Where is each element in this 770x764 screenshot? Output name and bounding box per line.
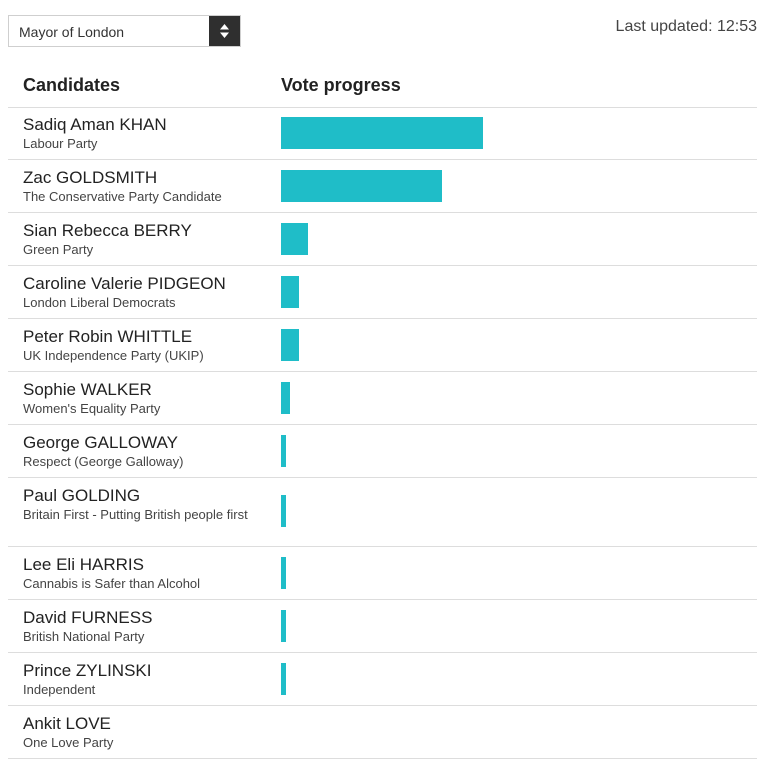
candidate-list: Sadiq Aman KHAN Labour Party Zac GOLDSMIT…	[8, 107, 757, 759]
table-row: Paul GOLDING Britain First - Putting Brit…	[8, 478, 757, 547]
table-row: Lee Eli HARRIS Cannabis is Safer than Alc…	[8, 547, 757, 600]
vote-progress-bar	[281, 435, 286, 467]
candidate-name: Zac GOLDSMITH	[23, 168, 158, 187]
vote-progress-bar	[281, 663, 286, 695]
candidate-party: Respect (George Galloway)	[23, 454, 184, 469]
table-row: Sian Rebecca BERRY Green Party	[8, 213, 757, 266]
table-row: Prince ZYLINSKI Independent	[8, 653, 757, 706]
vote-progress-bar	[281, 610, 286, 642]
candidate-party: British National Party	[23, 629, 145, 644]
candidate-name: Caroline Valerie PIDGEON	[23, 274, 226, 293]
table-header: Candidates Vote progress	[8, 73, 757, 108]
table-row: Sadiq Aman KHAN Labour Party	[8, 107, 757, 160]
vote-progress-bar	[281, 557, 286, 589]
table-row: Peter Robin WHITTLE UK Independence Party…	[8, 319, 757, 372]
candidate-name: Lee Eli HARRIS	[23, 555, 144, 574]
vote-progress-bar	[281, 170, 442, 202]
vote-progress-bar	[281, 329, 299, 361]
vote-progress-bar	[281, 276, 299, 308]
table-row: Zac GOLDSMITH The Conservative Party Cand…	[8, 160, 757, 213]
election-select-value: Mayor of London	[19, 24, 125, 40]
select-toggle-button[interactable]	[209, 16, 240, 46]
candidate-name: Peter Robin WHITTLE	[23, 327, 193, 346]
candidate-name: Sian Rebecca BERRY	[23, 221, 192, 240]
vote-progress-bar	[281, 117, 483, 149]
table-row: Ankit LOVE One Love Party	[8, 706, 757, 759]
candidate-party: Britain First - Putting British people f…	[23, 507, 248, 522]
candidate-party: One Love Party	[23, 735, 114, 750]
candidate-party: London Liberal Democrats	[23, 295, 176, 310]
candidate-party: The Conservative Party Candidate	[23, 189, 222, 204]
candidate-party: Women's Equality Party	[23, 401, 161, 416]
table-row: Sophie WALKER Women's Equality Party	[8, 372, 757, 425]
candidate-name: Ankit LOVE	[23, 714, 111, 733]
vote-progress-bar	[281, 382, 290, 414]
candidate-party: Independent	[23, 682, 96, 697]
sort-arrows-icon	[220, 24, 229, 38]
candidates-header: Candidates	[23, 75, 121, 95]
vote-progress-bar	[281, 223, 308, 255]
table-row: David FURNESS British National Party	[8, 600, 757, 653]
table-row: George GALLOWAY Respect (George Galloway)	[8, 425, 757, 478]
candidate-party: Cannabis is Safer than Alcohol	[23, 576, 201, 591]
candidate-party: Green Party	[23, 242, 94, 257]
candidate-name: Prince ZYLINSKI	[23, 661, 152, 680]
candidate-name: David FURNESS	[23, 608, 153, 627]
candidate-party: Labour Party	[23, 136, 98, 151]
table-row: Caroline Valerie PIDGEON London Liberal D…	[8, 266, 757, 319]
candidate-party: UK Independence Party (UKIP)	[23, 348, 204, 363]
candidate-name: George GALLOWAY	[23, 433, 178, 452]
candidate-name: Sadiq Aman KHAN	[23, 115, 167, 134]
candidate-name: Sophie WALKER	[23, 380, 152, 399]
vote-progress-bar	[281, 495, 286, 527]
candidate-name: Paul GOLDING	[23, 486, 141, 505]
election-select[interactable]: Mayor of London	[8, 15, 241, 47]
vote-progress-header: Vote progress	[281, 75, 401, 95]
last-updated: Last updated: 12:53	[615, 18, 757, 35]
